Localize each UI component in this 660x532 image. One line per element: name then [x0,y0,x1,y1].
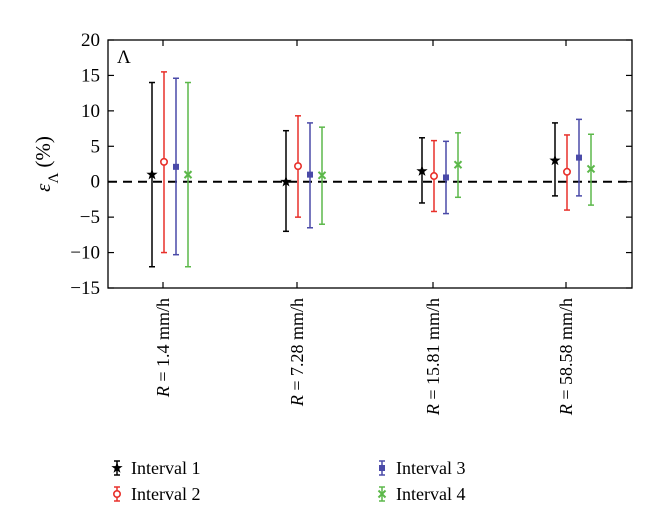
data-point [146,168,158,180]
data-point [562,167,571,176]
data-point [307,171,313,178]
series-layer [146,71,596,268]
category-label: R = 15.81 mm/h [423,298,443,416]
data-point [160,157,169,166]
y-tick-label: −5 [80,207,100,228]
legend-item: Interval 2 [113,484,200,504]
data-point [586,164,596,174]
series-2 [160,71,571,254]
series-4 [183,81,596,268]
y-tick-label: 20 [81,30,100,51]
data-point [183,170,193,179]
y-tick-label: 15 [81,65,100,86]
data-point [293,162,302,171]
series-1 [146,81,561,268]
data-point [317,171,327,180]
legend-marker [377,489,387,499]
data-point [416,165,428,176]
y-tick-label: 5 [91,136,101,157]
legend-item: Interval 4 [377,484,465,504]
data-point [549,154,561,166]
y-tick-label: 10 [81,101,100,122]
y-tick-label: −10 [70,243,100,264]
data-point [280,175,292,187]
panel-label: Λ [117,47,131,68]
data-point [443,174,449,181]
data-point [453,160,463,169]
legend-marker [111,462,123,473]
plot-frame [107,39,633,289]
category-label: R = 7.28 mm/h [287,298,307,407]
legend-label: Interval 4 [396,484,465,504]
legend-label: Interval 1 [131,458,200,478]
legend-label: Interval 2 [131,484,200,504]
axes: −15 −10 −5 0 5 10 15 20 ΛεΛ(%) R = 1.4 mm/h R = 7.… [31,30,633,416]
legend-label: Interval 3 [396,458,465,478]
category-label: R = 58.58 mm/h [556,298,576,416]
series-3 [173,77,582,256]
y-tick-label: −15 [70,278,100,299]
legend-item: Interval 1 [111,458,200,478]
y-axis-label: εΛ(%) [31,136,62,192]
y-tick-label: 0 [91,172,101,193]
data-point [576,154,582,161]
data-point [429,172,438,181]
legend-marker [113,489,122,498]
legend-item: Interval 3 [379,458,465,478]
legend-marker [379,465,385,471]
category-label: R = 1.4 mm/h [153,298,173,398]
legend: Interval 1 Interval 2 Interval 3 Interval 4 [111,458,465,504]
data-point [173,163,179,170]
